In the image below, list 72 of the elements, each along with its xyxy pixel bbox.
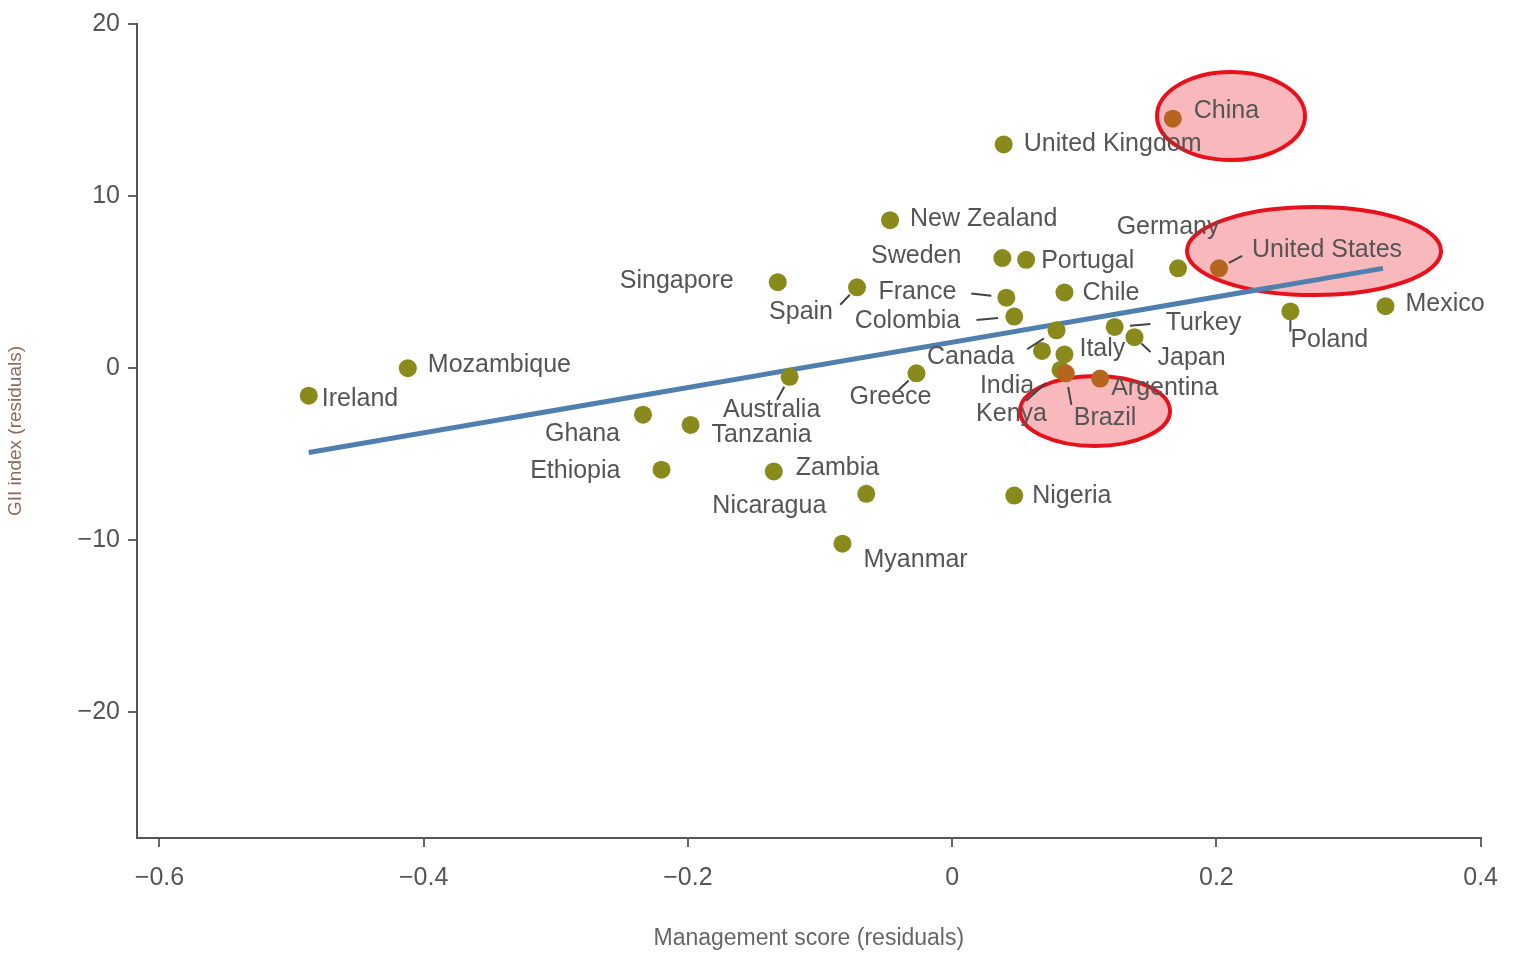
point <box>768 273 787 292</box>
annotation: Greece <box>849 381 932 410</box>
point <box>1105 317 1124 336</box>
annotation: Italy <box>1079 333 1126 362</box>
annotation: Sweden <box>871 239 962 268</box>
point <box>652 460 671 479</box>
annotation: Myanmar <box>863 543 968 572</box>
annotation: United States <box>1252 234 1403 263</box>
annotation: Portugal <box>1041 244 1135 273</box>
annotation: Ghana <box>544 417 621 446</box>
point <box>1055 345 1074 364</box>
point <box>1376 297 1395 316</box>
annotation: India <box>979 369 1035 398</box>
point <box>1169 259 1188 278</box>
x-axis-title: Management score (residuals) <box>653 923 965 950</box>
point <box>1281 302 1300 321</box>
annotation: Brazil <box>1073 402 1137 431</box>
point <box>1056 364 1075 383</box>
point <box>1033 341 1051 360</box>
point <box>1005 307 1024 326</box>
annotation: France <box>878 275 957 304</box>
point <box>1163 109 1182 128</box>
x-tick-label: 0 <box>945 861 960 890</box>
point <box>857 484 876 503</box>
x-tick-label: −0.2 <box>663 861 713 890</box>
annotation: Colombia <box>854 305 961 334</box>
annotation: Turkey <box>1165 306 1242 335</box>
point <box>1210 259 1229 278</box>
point <box>994 135 1013 154</box>
point <box>681 415 700 434</box>
annotation: Mozambique <box>427 349 571 378</box>
point <box>993 249 1012 268</box>
annotation: Spain <box>769 296 834 325</box>
x-tick-label: 0.2 <box>1199 861 1234 890</box>
x-tick-label: −0.6 <box>134 861 185 890</box>
annotation: Mexico <box>1405 288 1485 317</box>
y-tick-label: −10 <box>77 524 120 553</box>
y-tick-label: 10 <box>92 179 120 208</box>
y-tick-label: 20 <box>92 7 120 36</box>
point <box>299 386 318 405</box>
point <box>398 359 417 378</box>
annotation: Singapore <box>619 265 734 294</box>
y-tick-label: 0 <box>106 352 120 381</box>
point <box>1125 328 1144 347</box>
point <box>848 278 867 297</box>
point <box>1047 321 1066 340</box>
point <box>634 405 653 424</box>
x-tick-label: 0.4 <box>1463 861 1499 890</box>
annotation: Nicaragua <box>712 489 827 518</box>
point <box>780 367 799 386</box>
point <box>1005 486 1024 505</box>
point <box>997 288 1016 307</box>
point <box>1055 283 1074 302</box>
annotation: Ethiopia <box>530 454 621 483</box>
annotation: Canada <box>926 341 1015 370</box>
y-tick-label: −20 <box>77 696 120 725</box>
point <box>907 364 926 383</box>
annotation: Poland <box>1290 324 1369 353</box>
annotation: Japan <box>1157 342 1226 371</box>
point <box>881 211 900 230</box>
y-axis-title: GII index (residuals) <box>3 345 25 517</box>
x-tick-label: −0.4 <box>399 861 449 890</box>
point <box>764 462 783 481</box>
annotation: China <box>1193 94 1260 123</box>
point <box>833 534 852 553</box>
annotation: Zambia <box>795 452 880 481</box>
annotation: Ireland <box>321 382 399 411</box>
point <box>1091 369 1110 388</box>
point <box>1017 250 1036 269</box>
annotation: New Zealand <box>910 203 1058 232</box>
annotation: Nigeria <box>1032 480 1112 509</box>
annotation: Chile <box>1082 277 1140 306</box>
